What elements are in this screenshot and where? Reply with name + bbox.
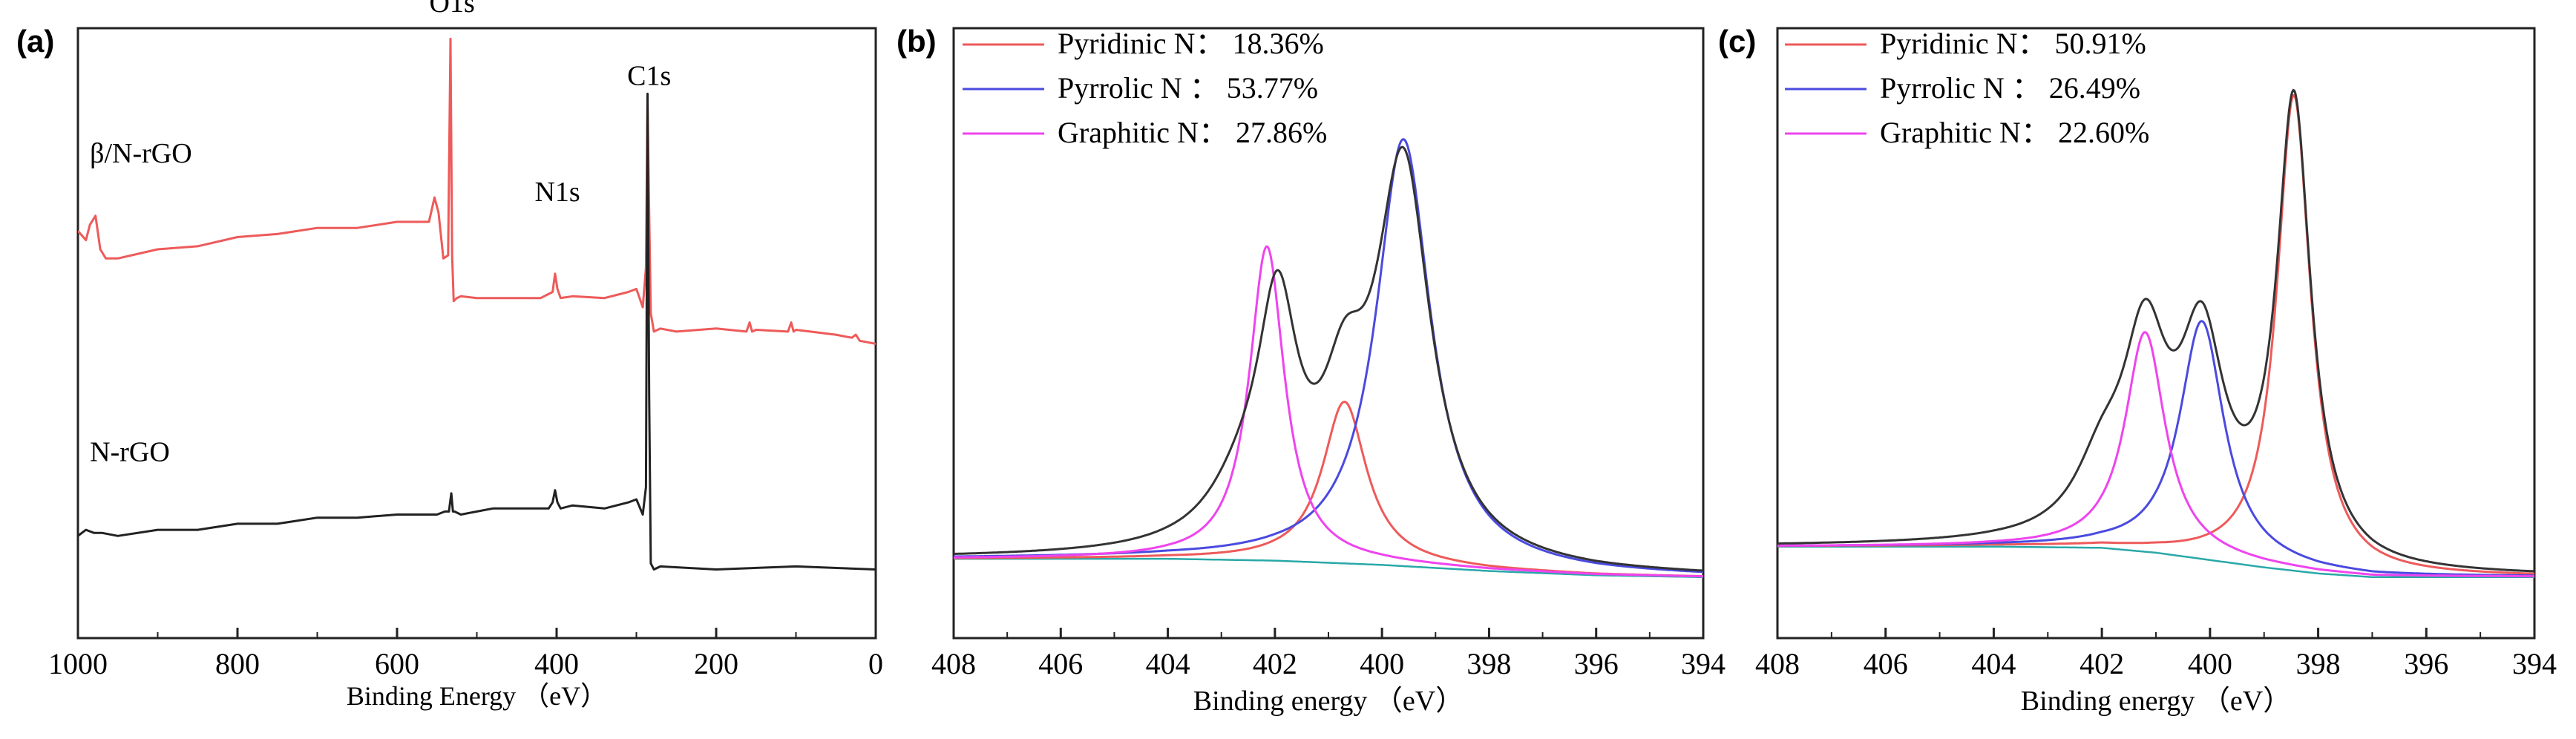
x-tick-label: 396: [2404, 647, 2448, 680]
chart-legend: Pyridinic N： 50.91% Pyrrolic N ： 26.49% Gr…: [1785, 27, 2149, 149]
x-tick-label: 400: [1360, 647, 1404, 680]
series-line-graphitic-n: [1777, 331, 2534, 578]
x-axis-title: Binding energy （eV）: [2021, 686, 2291, 717]
legend-label: Pyrrolic N ： 26.49%: [1880, 71, 2140, 105]
legend-label: Graphitic N： 27.86%: [1058, 116, 1327, 149]
x-tick-label: 394: [2512, 647, 2557, 680]
x-tick-label: 404: [1146, 647, 1190, 680]
x-tick-label: 0: [868, 647, 883, 680]
x-tick-label: 406: [1038, 647, 1083, 680]
plot-frame: [76, 27, 877, 640]
series-line-pyrrolic-n: [954, 137, 1703, 574]
series-line-pyridinic-n: [1777, 93, 2534, 575]
x-tick-label: 400: [2188, 647, 2232, 680]
panel-c-n1s-spectrum: (c) 408 406 404 402 400 398 396 394 Binding energ…: [1718, 24, 2557, 717]
series-line-graphitic-n: [954, 245, 1703, 578]
panel-label: (b): [897, 24, 937, 59]
plot-area: [78, 37, 876, 571]
x-tick-label: 408: [1755, 647, 1800, 680]
x-axis-title: Binding energy （eV）: [1193, 686, 1464, 717]
x-tick-label: 400: [534, 647, 579, 680]
legend-label: Pyridinic N： 18.36%: [1058, 27, 1324, 60]
series-line-pyridinic-n: [954, 400, 1703, 578]
series-line-envelope: [954, 145, 1703, 572]
x-tick-label: 404: [1971, 647, 2016, 680]
annotation-n1s: N1s: [534, 177, 580, 208]
x-tick-label: 406: [1864, 647, 1908, 680]
x-tick-label: 1000: [48, 647, 108, 680]
annotation-n-rgo: N-rGO: [90, 437, 170, 468]
series-line-envelope: [1777, 88, 2534, 573]
plot-area: [1777, 88, 2534, 579]
x-tick-label: 402: [1253, 647, 1297, 680]
annotation-n-rgo: β/N-rGO: [90, 138, 192, 169]
x-tick-label: 402: [2080, 647, 2124, 680]
legend-label: Graphitic N： 22.60%: [1880, 116, 2149, 149]
annotation-o1s: O1s: [430, 0, 475, 19]
legend-label: Pyridinic N： 50.91%: [1880, 27, 2146, 60]
legend-label: Pyrrolic N ： 53.77%: [1058, 71, 1318, 105]
x-axis-title: Binding Energy （eV）: [347, 681, 607, 711]
x-tick-label: 408: [931, 647, 976, 680]
series-line-background: [954, 557, 1703, 579]
annotation-c1s: C1s: [627, 61, 671, 92]
x-tick-label: 600: [375, 647, 419, 680]
panel-b-n1s-spectrum: (b) 408 406 404 402 400 398 396 394 Binding energ…: [897, 24, 1725, 717]
x-tick-label: 800: [215, 647, 260, 680]
x-tick-label: 398: [2296, 647, 2341, 680]
chart-legend: Pyridinic N： 18.36% Pyrrolic N ： 53.77% Gr…: [963, 27, 1327, 149]
series-line-background: [1777, 545, 2534, 579]
panel-label: (a): [16, 24, 54, 59]
x-tick-label: 396: [1574, 647, 1619, 680]
series-line-pyrrolic-n: [1777, 320, 2534, 577]
series-line-n-rgo: [78, 37, 876, 345]
panel-a-survey-spectrum: (a) 1000 800 600 400 200 0 Binding Energy （eV） O…: [16, 0, 883, 711]
panel-label: (c): [1718, 24, 1756, 59]
x-tick-label: 394: [1681, 647, 1725, 680]
plot-area: [954, 137, 1703, 579]
x-tick-label: 398: [1466, 647, 1511, 680]
series-line-n-rgo: [78, 92, 876, 571]
x-tick-label: 200: [694, 647, 738, 680]
